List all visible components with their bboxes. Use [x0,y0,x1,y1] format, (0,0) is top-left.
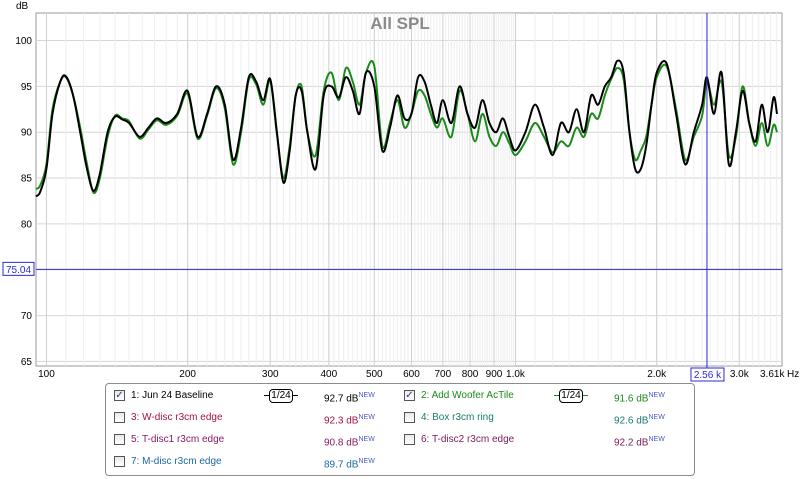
cursor-x-readout-box [690,367,725,382]
spl-chart[interactable]: 65707580859095100 1002003004005006007008… [0,0,800,383]
legend-new-badge: NEW [358,436,375,443]
legend-entry: 5: T-disc1 r3cm edge 90.8 dBNEW [114,432,396,448]
legend-level-value: 89.7 dBNEW [324,458,375,471]
cursor-x-readout: 2.56 k [694,370,722,381]
legend-label[interactable]: 7: M-disc r3cm edge [131,456,222,467]
chart-title: All SPL [370,14,430,33]
legend-smoothing-value: 1/24 [559,389,583,403]
legend-checkbox[interactable] [404,434,415,445]
legend-entry: ✓ 2: Add Woofer AcTile 1/24 91.6 dBNEW [404,388,686,404]
x-tick-label: 400 [320,369,337,380]
cursor-layer[interactable]: 75.04 2.56 k [2,13,782,382]
legend-checkbox[interactable]: ✓ [404,390,415,401]
legend-level-value: 90.8 dBNEW [324,436,375,449]
legend-smoothing-control[interactable]: 1/24 [264,389,298,403]
x-tick-label: 1.0k [506,369,526,380]
x-tick-label: 600 [403,369,420,380]
x-tick-label: 3.0k [730,369,750,380]
x-tick-label: 800 [462,369,479,380]
series-line-woofer-actile [35,60,778,195]
legend-checkbox[interactable] [114,456,125,467]
y-tick-label: 85 [21,174,33,185]
legend-entry: ✓ 1: Jun 24 Baseline 1/24 92.7 dBNEW [114,388,396,404]
y-tick-label: 95 [21,82,33,93]
grid-lines [36,13,782,366]
plot-area[interactable] [35,12,783,367]
legend-entry: 6: T-disc2 r3cm edge 92.2 dBNEW [404,432,686,448]
legend-new-badge: NEW [648,392,665,399]
legend-new-badge: NEW [648,436,665,443]
legend-checkbox[interactable] [404,412,415,423]
legend-level-value: 92.2 dBNEW [614,436,665,449]
legend-label[interactable]: 4: Box r3cm ring [421,412,494,423]
legend-label[interactable]: 6: T-disc2 r3cm edge [421,434,515,445]
legend-panel: ✓ 1: Jun 24 Baseline 1/24 92.7 dBNEW ✓ 2: Add… [105,383,695,476]
legend-checkbox[interactable] [114,412,125,423]
y-tick-labels: 65707580859095100 [15,36,32,368]
legend-entry: 4: Box r3cm ring 92.6 dBNEW [404,410,686,426]
series-layer [35,59,778,198]
y-axis-unit-label: dB [16,1,29,12]
legend-level-value: 92.7 dBNEW [324,392,375,405]
legend-checkbox[interactable]: ✓ [114,390,125,401]
x-tick-label: 200 [179,369,196,380]
legend-level-value: 92.3 dBNEW [324,414,375,427]
y-tick-label: 90 [21,128,33,139]
legend-label[interactable]: 3: W-disc r3cm edge [131,412,223,423]
x-tick-label: 2.0k [647,369,667,380]
legend-smoothing-control[interactable]: 1/24 [554,389,588,403]
legend-entry: 3: W-disc r3cm edge 92.3 dBNEW [114,410,396,426]
legend-level-value: 91.6 dBNEW [614,392,665,405]
y-tick-label: 80 [21,219,33,230]
legend-label[interactable]: 2: Add Woofer AcTile [421,390,514,401]
cursor-y-readout-box [2,261,35,276]
y-tick-label: 70 [21,311,33,322]
x-tick-label: 700 [434,369,451,380]
legend-new-badge: NEW [358,392,375,399]
legend-label[interactable]: 5: T-disc1 r3cm edge [131,434,225,445]
x-tick-label: 300 [262,369,279,380]
legend-checkbox[interactable] [114,434,125,445]
y-tick-label: 100 [15,36,32,47]
legend-smoothing-value: 1/24 [269,389,293,403]
x-axis-end-label: 3.61k [760,369,785,380]
x-tick-labels: 100 200 300 400 500 600 700 800 900 1.0k 2.0k 3.0k [38,369,750,380]
legend-label[interactable]: 1: Jun 24 Baseline [131,390,214,401]
legend-new-badge: NEW [358,414,375,421]
x-axis-unit-label: Hz [787,369,799,380]
series-line-baseline [35,59,778,198]
cursor-y-readout: 75.04 [6,265,31,276]
x-tick-label: 100 [38,369,55,380]
x-tick-label: 500 [366,369,383,380]
legend-new-badge: NEW [648,414,665,421]
legend-new-badge: NEW [358,458,375,465]
legend-level-value: 92.6 dBNEW [614,414,665,427]
x-tick-label: 900 [486,369,503,380]
legend-entry: 7: M-disc r3cm edge 89.7 dBNEW [114,454,396,470]
y-tick-label: 65 [21,357,33,368]
